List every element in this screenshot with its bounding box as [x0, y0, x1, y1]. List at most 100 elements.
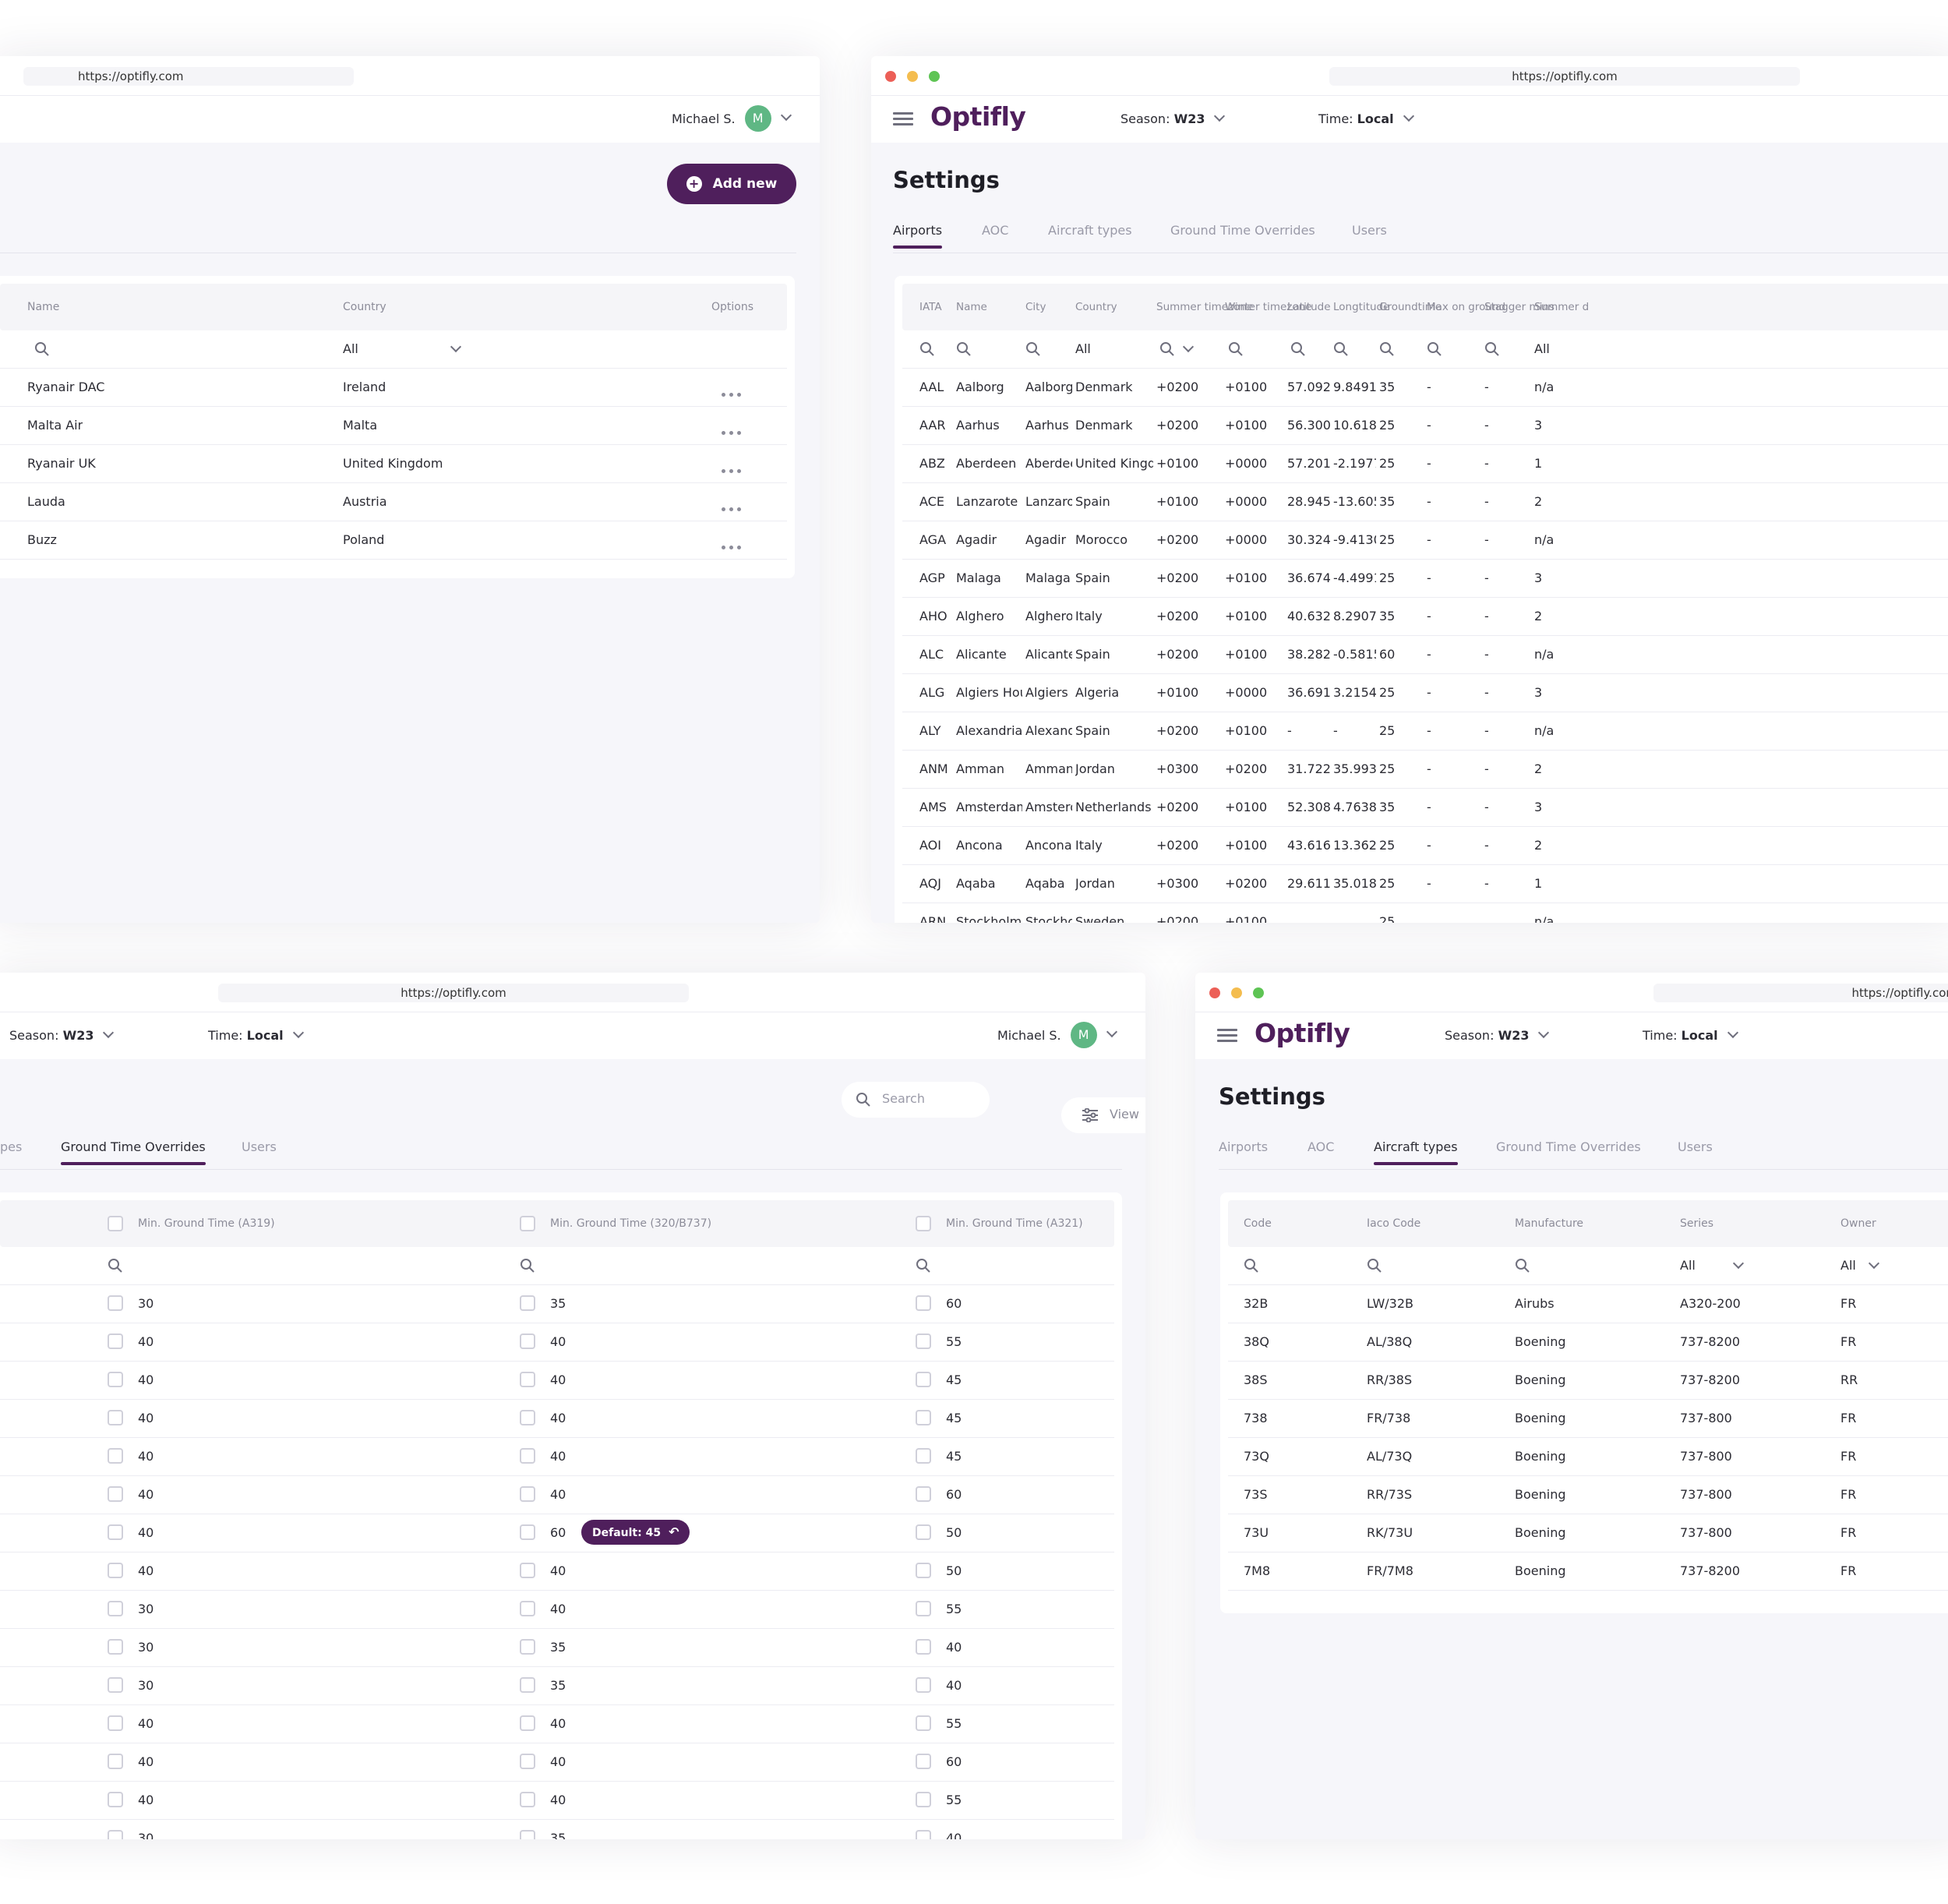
column-checkbox-a319[interactable]	[108, 1216, 123, 1231]
table-row[interactable]: 40 40 55	[0, 1323, 1114, 1362]
row-checkbox-a319[interactable]	[108, 1334, 123, 1349]
series-filter-select[interactable]: All	[1680, 1247, 1750, 1284]
row-checkbox-320-b737[interactable]	[520, 1715, 535, 1731]
tab-airports[interactable]: Airports	[893, 223, 943, 249]
column-header-groundtime[interactable]: Groundtime	[1379, 301, 1442, 313]
table-row[interactable]: 73S RR/73S Boening 737-800 FR	[1228, 1475, 1948, 1514]
row-checkbox-320-b737[interactable]	[520, 1372, 535, 1387]
search-icon[interactable]	[1427, 341, 1442, 357]
search-icon[interactable]	[520, 1258, 535, 1273]
row-checkbox-a319[interactable]	[108, 1754, 123, 1769]
optifly-logo[interactable]: Optifly	[930, 101, 1026, 132]
table-row[interactable]: 40 60 50 Default: 45 ↶	[0, 1514, 1114, 1553]
column-header-country[interactable]: Country	[1075, 301, 1117, 313]
search-input[interactable]: Search	[842, 1082, 990, 1118]
table-row[interactable]: 40 40 55	[0, 1704, 1114, 1743]
row-checkbox-a321[interactable]	[916, 1372, 931, 1387]
more-options-icon[interactable]	[722, 538, 745, 549]
row-checkbox-a321[interactable]	[916, 1715, 931, 1731]
table-row[interactable]: AAR Aarhus Aarhus Denmark +0200 +0100 56.30001…	[902, 406, 1948, 445]
time-select[interactable]: Time: Local	[208, 1026, 304, 1043]
table-row[interactable]: 40 40 45	[0, 1361, 1114, 1400]
row-checkbox-a321[interactable]	[916, 1639, 931, 1655]
tab-ground-time-overrides[interactable]: Ground Time Overrides	[61, 1139, 206, 1165]
optifly-logo[interactable]: Optifly	[1255, 1018, 1350, 1048]
row-checkbox-a321[interactable]	[916, 1295, 931, 1311]
row-checkbox-a319[interactable]	[108, 1448, 123, 1464]
table-row[interactable]: AHOAlgheroAlgheroItaly+0200+010040.63213…	[902, 597, 1948, 636]
row-checkbox-a321[interactable]	[916, 1410, 931, 1425]
season-select[interactable]: Season: W23	[1120, 110, 1226, 126]
maximize-window-dot[interactable]	[1253, 987, 1264, 998]
minimize-window-dot[interactable]	[907, 71, 918, 82]
table-row[interactable]: 73U RK/73U Boening 737-800 FR	[1228, 1514, 1948, 1553]
minimize-window-dot[interactable]	[1231, 987, 1242, 998]
summer-filter-select[interactable]: All	[1534, 330, 1581, 368]
column-header-owner[interactable]: Owner	[1840, 1217, 1876, 1230]
row-checkbox-a319[interactable]	[108, 1677, 123, 1693]
column-header-city[interactable]: City	[1025, 301, 1046, 313]
row-checkbox-a319[interactable]	[108, 1295, 123, 1311]
tab-aircraft-types[interactable]: Aircraft types	[1048, 223, 1132, 238]
row-checkbox-a321[interactable]	[916, 1792, 931, 1807]
season-select[interactable]: Season: W23	[9, 1026, 115, 1043]
row-checkbox-320-b737[interactable]	[520, 1677, 535, 1693]
column-header-manufacture[interactable]: Manufacture	[1515, 1217, 1584, 1230]
table-row[interactable]: 738 FR/738 Boening 737-800 FR	[1228, 1399, 1948, 1438]
table-row[interactable]: ARNStockholmStockholmSweden+0200+010025n…	[902, 903, 1948, 923]
time-select[interactable]: Time: Local	[1318, 110, 1414, 126]
row-checkbox-a321[interactable]	[916, 1524, 931, 1540]
table-row[interactable]: 32B LW/32B Airubs A320-200 FR	[1228, 1284, 1948, 1323]
search-icon[interactable]	[1367, 1258, 1382, 1273]
view-button[interactable]: View	[1061, 1097, 1145, 1133]
table-row[interactable]: 73Q AL/73Q Boening 737-800 FR	[1228, 1437, 1948, 1476]
country-filter-select[interactable]: All	[343, 330, 464, 368]
column-header-iaco-code[interactable]: Iaco Code	[1367, 1217, 1421, 1230]
table-row[interactable]: 30 35 40	[0, 1666, 1114, 1705]
table-row[interactable]: 7M8 FR/7M8 Boening 737-8200 FR	[1228, 1552, 1948, 1591]
default-value-badge[interactable]: Default: 45 ↶	[581, 1520, 690, 1545]
table-row[interactable]: ANMAmmanAmmanJordan+0300+020031.7225535.…	[902, 750, 1948, 789]
tab-ground-time-overrides[interactable]: Ground Time Overrides	[1496, 1139, 1641, 1154]
row-checkbox-320-b737[interactable]	[520, 1563, 535, 1578]
row-checkbox-320-b737[interactable]	[520, 1639, 535, 1655]
column-checkbox-320-b737[interactable]	[520, 1216, 535, 1231]
column-header-code[interactable]: Code	[1244, 1217, 1272, 1230]
column-header-summer-d[interactable]: Summer d	[1534, 301, 1590, 313]
row-checkbox-320-b737[interactable]	[520, 1754, 535, 1769]
hamburger-menu-icon[interactable]	[893, 112, 913, 126]
table-row[interactable]: ALYAlexandriaAlexandriaSpain+0200+0100--…	[902, 712, 1948, 751]
url-bar[interactable]: https://optifly.com	[23, 67, 354, 86]
tab-users[interactable]: Users	[1352, 223, 1387, 238]
table-row[interactable]: ALC Alicante Alicante Spain +0200 +0100 38.282…	[902, 635, 1948, 674]
row-checkbox-320-b737[interactable]	[520, 1448, 535, 1464]
table-row[interactable]: 30 35 40	[0, 1819, 1114, 1839]
url-bar[interactable]: https://optifly.com	[218, 984, 689, 1002]
table-row[interactable]: ABZAberdeenAberdeenUnited Kingdom+0100+0…	[902, 444, 1948, 483]
user-menu[interactable]: Michael S. M	[672, 105, 792, 132]
row-checkbox-a319[interactable]	[108, 1715, 123, 1731]
row-checkbox-a321[interactable]	[916, 1448, 931, 1464]
row-checkbox-a321[interactable]	[916, 1601, 931, 1616]
row-checkbox-320-b737[interactable]	[520, 1601, 535, 1616]
table-row[interactable]: Malta Air Malta	[0, 406, 787, 445]
table-row[interactable]: 30 35 40	[0, 1628, 1114, 1667]
owner-filter-select[interactable]: All	[1840, 1247, 1887, 1284]
table-row[interactable]: ALG Algiers Houari…Algiers Algeria +0100 +00…	[902, 673, 1948, 712]
row-checkbox-a321[interactable]	[916, 1677, 931, 1693]
row-checkbox-a319[interactable]	[108, 1639, 123, 1655]
row-checkbox-a319[interactable]	[108, 1372, 123, 1387]
search-icon[interactable]	[34, 341, 50, 357]
table-row[interactable]: 38S RR/38S Boening 737-8200 RR	[1228, 1361, 1948, 1400]
table-row[interactable]: 40 40 45	[0, 1437, 1114, 1476]
row-checkbox-a319[interactable]	[108, 1792, 123, 1807]
column-header-latitude[interactable]: Latitude	[1287, 301, 1331, 313]
row-checkbox-320-b737[interactable]	[520, 1524, 535, 1540]
search-icon[interactable]	[1244, 1258, 1259, 1273]
column-header-320-b737[interactable]: Min. Ground Time (320/B737)	[550, 1217, 712, 1230]
row-checkbox-320-b737[interactable]	[520, 1792, 535, 1807]
tab-aoc[interactable]: AOC	[1307, 1139, 1335, 1154]
tab-ground-time-overrides[interactable]: Ground Time Overrides	[1170, 223, 1315, 238]
row-checkbox-a321[interactable]	[916, 1830, 931, 1839]
table-row[interactable]: AQJ Aqaba Aqaba Jordan +0300 +0200 29.61161935…	[902, 864, 1948, 903]
